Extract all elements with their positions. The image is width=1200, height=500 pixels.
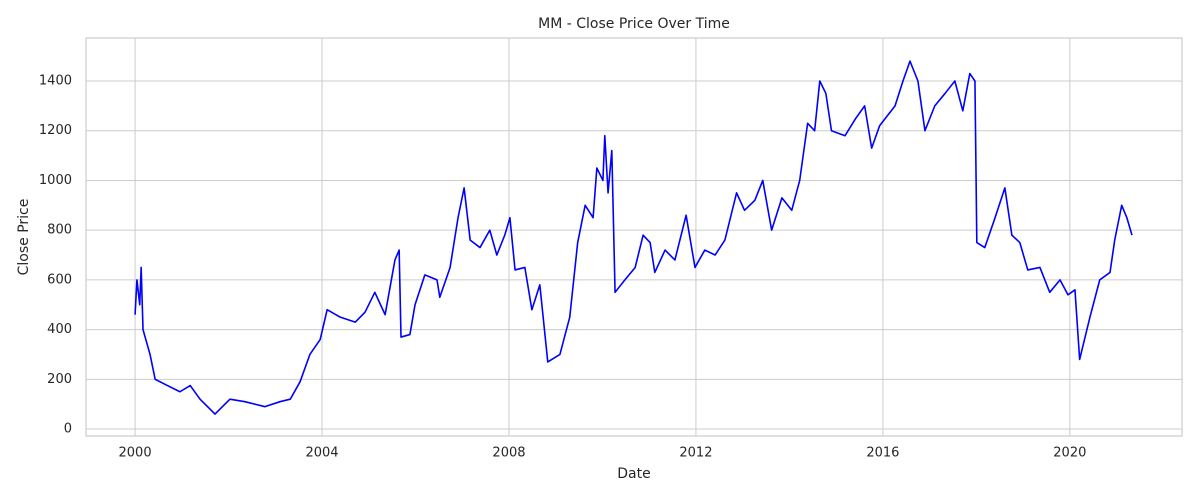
price-line <box>134 60 1133 415</box>
y-tick-label: 600 <box>47 272 72 287</box>
chart-title: MM - Close Price Over Time <box>538 16 730 32</box>
x-tick-label: 2004 <box>305 446 338 461</box>
y-tick-label: 1400 <box>39 74 72 89</box>
y-axis-label: Close Price <box>16 199 32 276</box>
x-tick-label: 2012 <box>679 446 712 461</box>
x-tick-label: 2008 <box>492 446 525 461</box>
y-tick-label: 200 <box>47 372 72 387</box>
x-axis-label: Date <box>617 466 650 482</box>
x-tick-label: 2016 <box>866 446 899 461</box>
y-tick-label: 1000 <box>39 173 72 188</box>
x-tick-label: 2020 <box>1053 446 1086 461</box>
y-tick-label: 0 <box>64 422 72 437</box>
x-tick-label: 2000 <box>119 446 152 461</box>
plot-frame <box>85 37 1183 437</box>
y-tick-label: 400 <box>47 322 72 337</box>
y-tick-label: 800 <box>47 223 72 238</box>
y-tick-label: 1200 <box>39 123 72 138</box>
